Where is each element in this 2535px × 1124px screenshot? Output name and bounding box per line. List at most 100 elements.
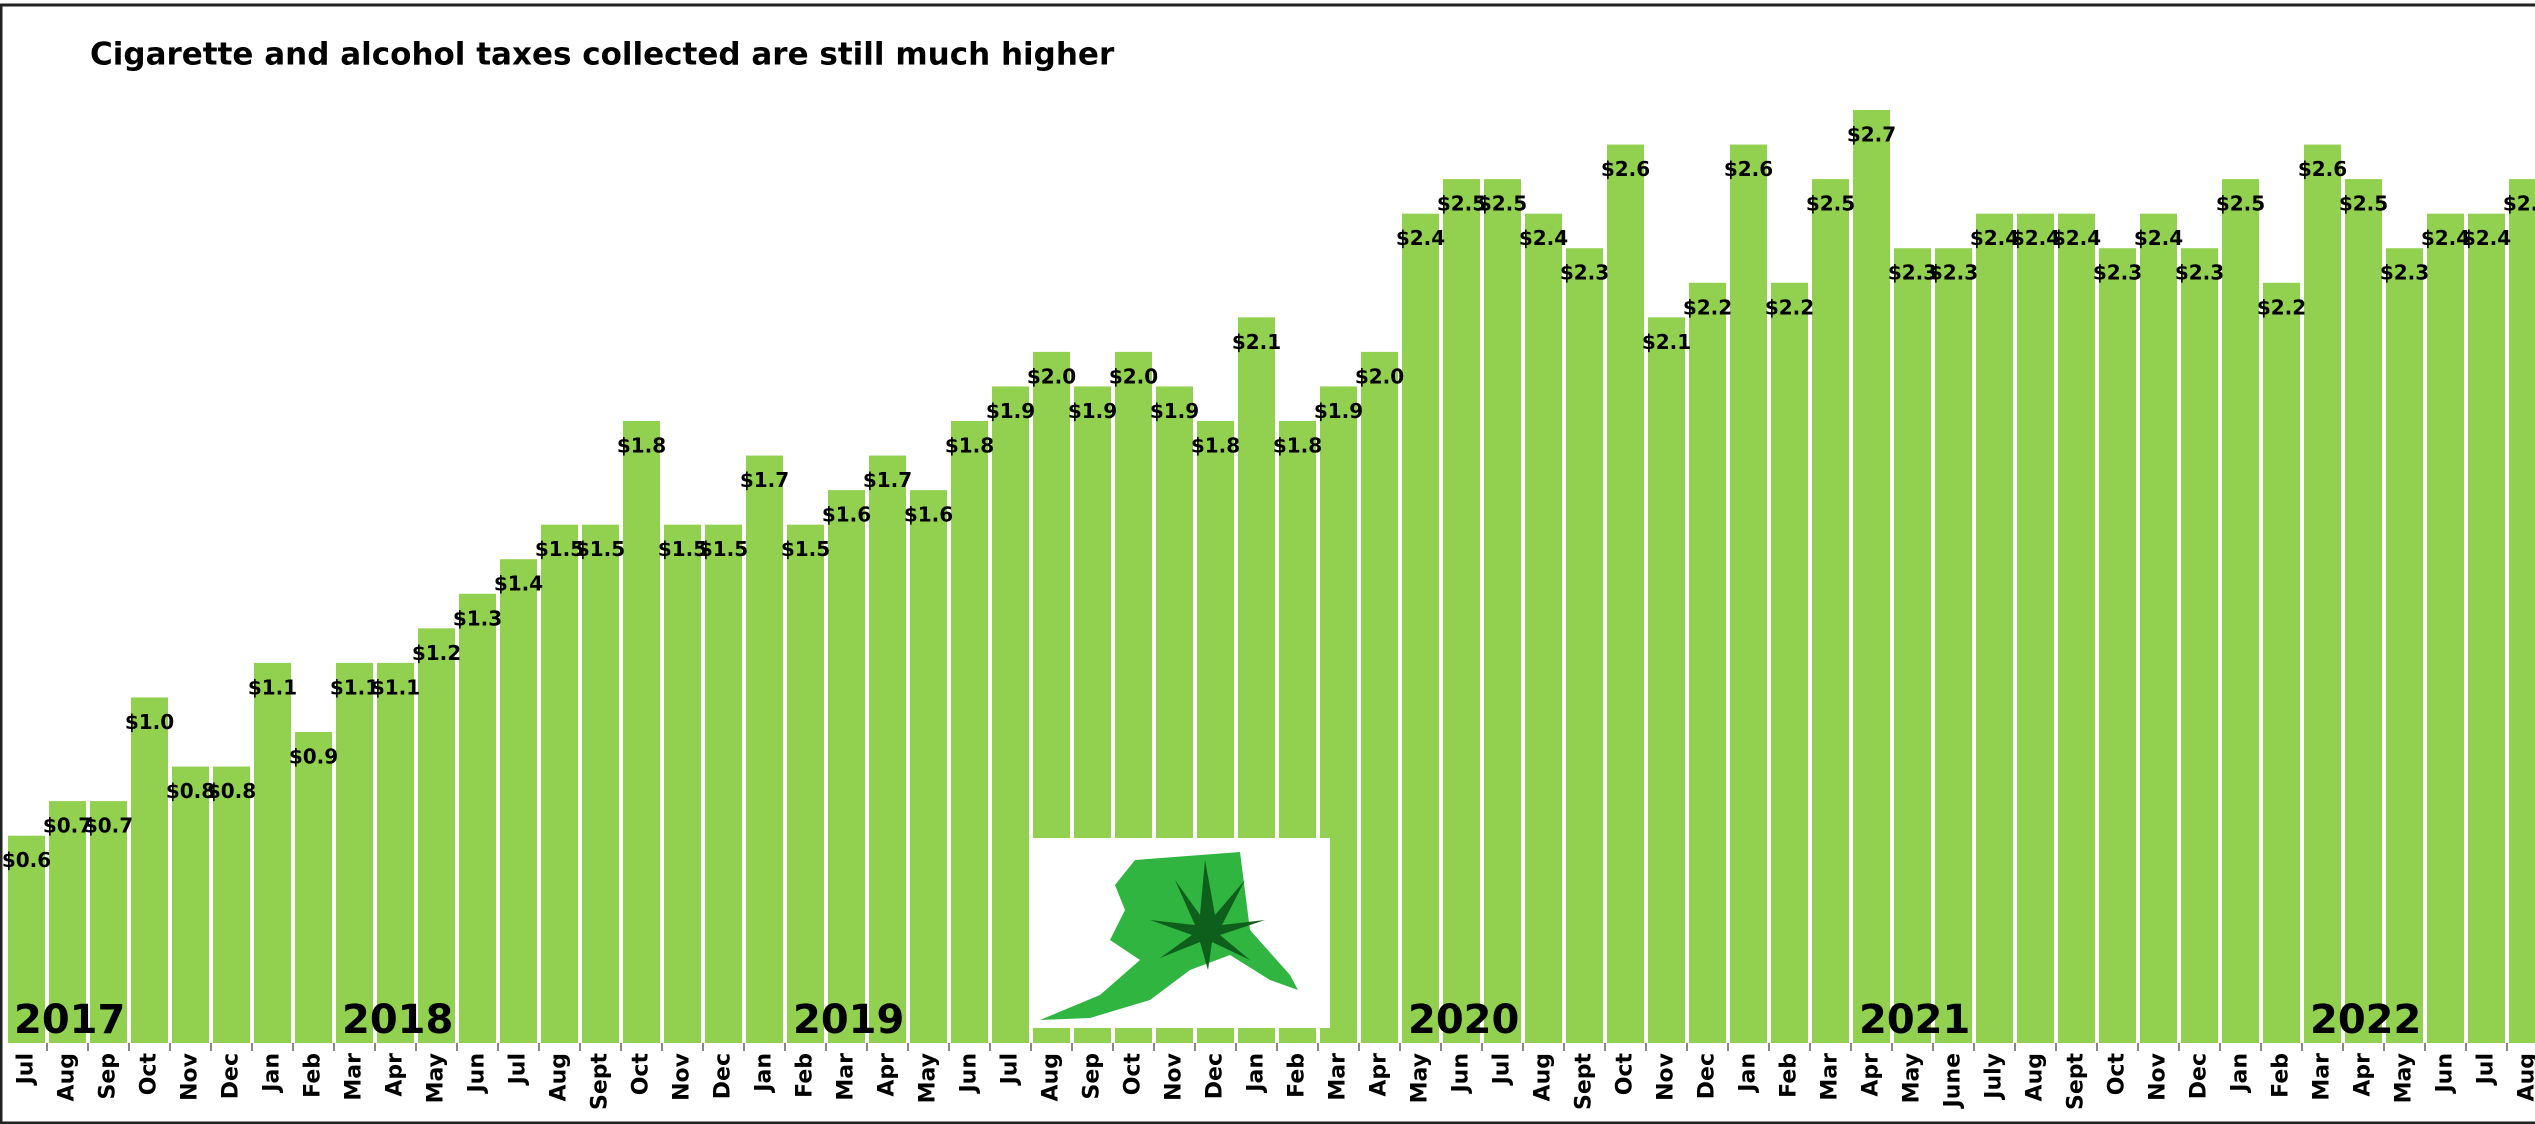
value-label: $2.3 (2175, 261, 2224, 285)
x-tick-label: Jul (2474, 1053, 2499, 1086)
x-tick-label: May (1900, 1053, 1925, 1103)
bar (1853, 110, 1890, 1043)
bar (787, 524, 824, 1043)
logo-leaf (1150, 860, 1265, 970)
value-label: $1.1 (371, 675, 420, 699)
bar (1730, 144, 1767, 1044)
bar (910, 490, 947, 1044)
value-label: $1.8 (945, 434, 994, 458)
bar (1566, 248, 1603, 1043)
value-label: $2.5 (2503, 192, 2535, 216)
x-tick-label: May (916, 1053, 941, 1103)
bar (1812, 179, 1849, 1044)
bar (2304, 144, 2341, 1044)
bar (2386, 248, 2423, 1043)
value-label: $2.4 (1970, 226, 2019, 250)
value-label: $0.9 (289, 745, 338, 769)
bar (1771, 282, 1808, 1043)
value-label: $1.7 (740, 468, 789, 492)
value-label: $2.1 (1642, 330, 1691, 354)
x-tick-label: Jun (957, 1053, 982, 1095)
bar (1894, 248, 1931, 1043)
value-label: $2.3 (1929, 261, 1978, 285)
value-label: $1.9 (1150, 399, 1199, 423)
x-tick-label: Feb (1777, 1053, 1802, 1098)
value-label: $2.5 (1478, 192, 1527, 216)
value-label: $1.6 (904, 503, 953, 527)
value-label: $2.7 (1847, 123, 1896, 147)
value-label: $1.2 (412, 641, 461, 665)
x-tick-label: June (1941, 1053, 1966, 1109)
chart-title: Cigarette and alcohol taxes collected ar… (90, 37, 1115, 73)
x-tick-label: Oct (1613, 1053, 1638, 1096)
x-tick-label: Feb (2269, 1053, 2294, 1098)
value-label: $2.0 (1109, 364, 1158, 388)
bar (1484, 179, 1521, 1044)
x-tick-label: Jul (998, 1053, 1023, 1086)
x-tick-label: Jan (2228, 1053, 2253, 1094)
x-tick-label: Feb (1285, 1053, 1310, 1098)
x-tick-label: Apr (875, 1053, 900, 1097)
value-label: $2.6 (1601, 157, 1650, 181)
x-tick-label: Jan (260, 1053, 285, 1094)
value-label: $1.5 (658, 537, 707, 561)
value-label: $2.5 (1437, 192, 1486, 216)
value-label: $2.5 (2216, 192, 2265, 216)
x-tick-label: Jul (14, 1053, 39, 1086)
value-label: $2.1 (1232, 330, 1281, 354)
value-label: $1.6 (822, 503, 871, 527)
bar (2509, 179, 2535, 1044)
bar (951, 421, 988, 1043)
x-tick-label: Feb (793, 1053, 818, 1098)
x-tick-label: Jul (506, 1053, 531, 1086)
bar (2099, 248, 2136, 1043)
value-label: $0.7 (43, 814, 92, 838)
x-tick-label: Aug (55, 1053, 80, 1101)
x-tick-label: Nov (2146, 1052, 2171, 1101)
bar (377, 662, 414, 1043)
bar (2181, 248, 2218, 1043)
bar (1525, 213, 1562, 1043)
logo (1032, 838, 1330, 1028)
bar (746, 455, 783, 1043)
year-label: 2021 (1859, 997, 1970, 1043)
x-tick-label: Jul (1490, 1053, 1515, 1086)
bar (90, 801, 127, 1043)
bar (459, 593, 496, 1043)
value-label: $2.0 (1355, 364, 1404, 388)
value-label: $2.6 (2298, 157, 2347, 181)
year-label: 2020 (1408, 997, 1519, 1043)
bar (2140, 213, 2177, 1043)
bar (1402, 213, 1439, 1043)
value-label: $1.5 (535, 537, 584, 561)
x-tick-label: Dec (711, 1053, 736, 1099)
bar (2017, 213, 2054, 1043)
value-label: $1.1 (330, 675, 379, 699)
x-tick-label: Oct (629, 1053, 654, 1096)
x-tick-label: Nov (670, 1052, 695, 1101)
value-label: $1.5 (781, 537, 830, 561)
x-tick-label: Oct (2105, 1053, 2130, 1096)
bar (623, 421, 660, 1043)
value-label: $1.5 (699, 537, 748, 561)
value-label: $2.4 (2011, 226, 2060, 250)
value-label: $2.2 (2257, 295, 2306, 319)
value-label: $2.5 (1806, 192, 1855, 216)
bar (1361, 351, 1398, 1043)
bar (2222, 179, 2259, 1044)
value-label: $2.4 (2052, 226, 2101, 250)
value-label: $1.8 (1191, 434, 1240, 458)
x-tick-label: Sep (1080, 1053, 1105, 1100)
value-label: $2.4 (2462, 226, 2511, 250)
x-tick-label: Jun (465, 1053, 490, 1095)
bar (1935, 248, 1972, 1043)
x-tick-label: Nov (1162, 1052, 1187, 1101)
x-tick-label: Sept (2064, 1053, 2089, 1111)
bars (8, 110, 2535, 1044)
bar (213, 766, 250, 1043)
x-tick-label: July (1982, 1053, 2007, 1101)
bar (705, 524, 742, 1043)
bar (2345, 179, 2382, 1044)
value-label: $1.4 (494, 572, 543, 596)
